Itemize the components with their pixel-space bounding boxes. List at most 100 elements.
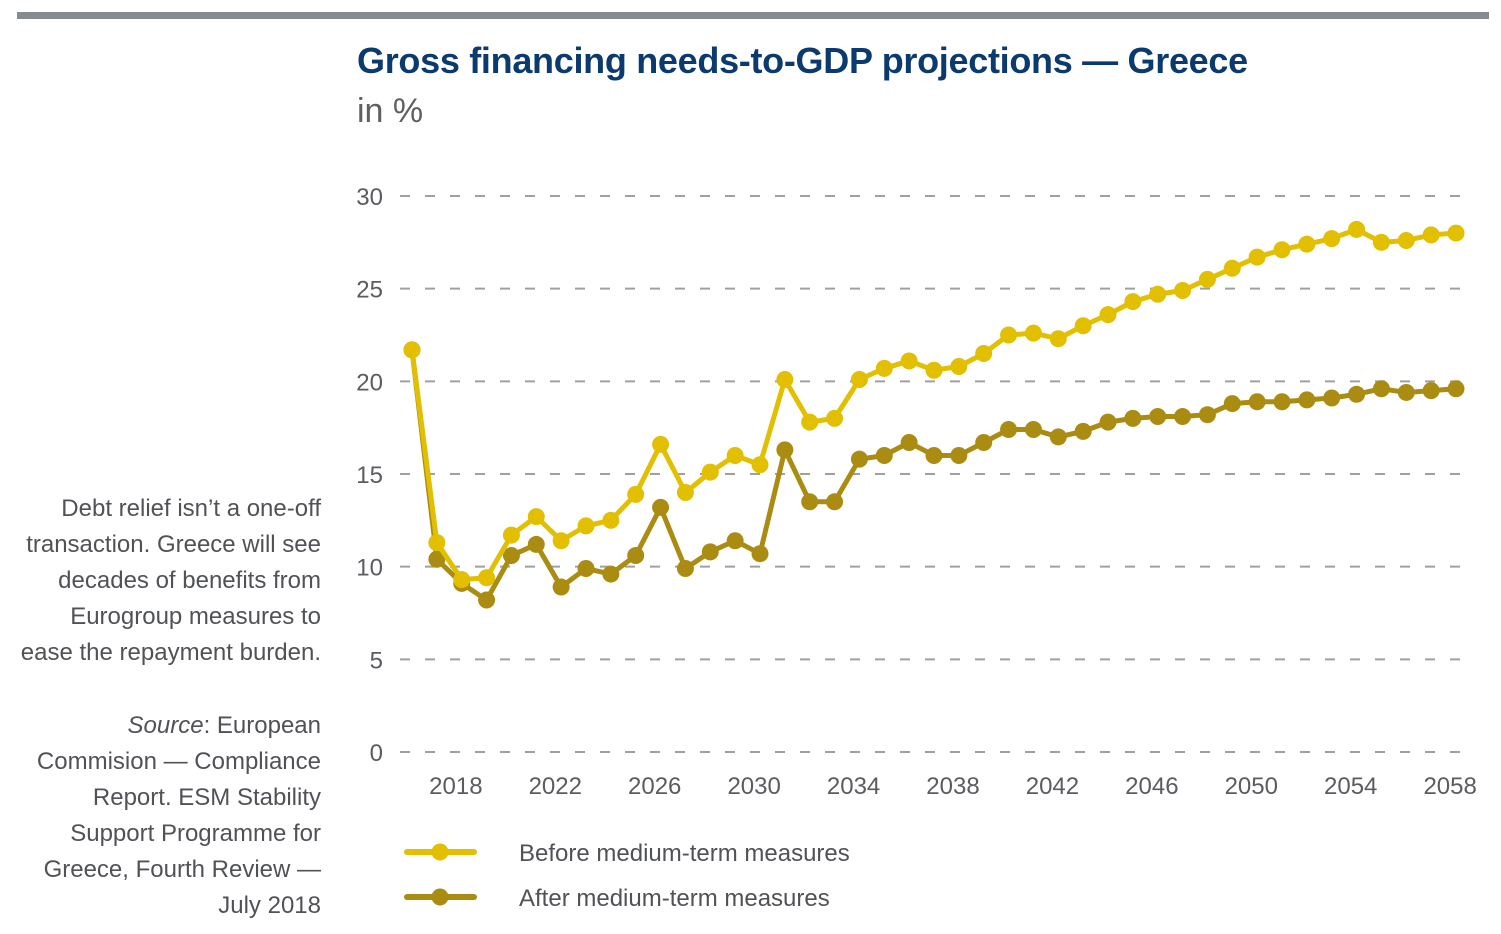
legend-item: After medium-term measures (404, 885, 830, 912)
data-point (925, 446, 943, 464)
source-label: Source (127, 712, 204, 739)
data-point (850, 370, 868, 388)
data-point (428, 534, 446, 552)
data-point (1049, 428, 1067, 446)
data-point (676, 560, 694, 578)
source-line: Commision — Compliance (36, 748, 321, 775)
data-point (1149, 408, 1167, 426)
x-tick-label: 2058 (1423, 773, 1476, 800)
data-point (950, 446, 968, 464)
x-tick-label: 2030 (727, 773, 780, 800)
data-point (975, 345, 993, 363)
data-point (1174, 408, 1192, 426)
source-line: Greece, Fourth Review — (43, 856, 321, 883)
data-point (1273, 393, 1291, 411)
data-point (1198, 406, 1216, 424)
data-point (975, 433, 993, 451)
x-tick-label: 2050 (1225, 773, 1278, 800)
data-point (627, 485, 645, 503)
data-point (1074, 317, 1092, 335)
data-point (1223, 395, 1241, 413)
description-line: Eurogroup measures to (70, 603, 321, 630)
data-point (1298, 235, 1316, 253)
data-point (1223, 259, 1241, 277)
data-point (602, 565, 620, 583)
data-point (1323, 230, 1341, 248)
x-tick-label: 2026 (628, 773, 681, 800)
source-line: July 2018 (218, 892, 321, 919)
description-line: decades of benefits from (58, 567, 321, 594)
data-point (478, 569, 496, 587)
data-point (950, 358, 968, 376)
x-tick-label: 2046 (1125, 773, 1178, 800)
data-point (577, 560, 595, 578)
data-point (1099, 306, 1117, 324)
data-point (726, 446, 744, 464)
legend-label: Before medium-term measures (519, 840, 850, 867)
description-line: transaction. Greece will see (26, 531, 321, 558)
data-point (1149, 285, 1167, 303)
x-tick-label: 2022 (529, 773, 582, 800)
data-point (1174, 282, 1192, 300)
x-tick-label: 2034 (827, 773, 880, 800)
data-point (1000, 421, 1018, 439)
x-axis-ticks: 2018 2022 2026 2030 2034 2038 2042 2046 2050 2054… (429, 773, 1477, 800)
data-point (1348, 220, 1366, 238)
data-point (1024, 324, 1042, 342)
data-point (1099, 413, 1117, 431)
x-tick-label: 2054 (1324, 773, 1377, 800)
description-text: Debt relief isn’t a one-off transaction.… (0, 491, 321, 671)
gridlines (400, 195, 1462, 753)
description-line: ease the repayment burden. (20, 639, 321, 666)
data-point (701, 543, 719, 561)
y-axis-ticks: 0 5 10 15 20 25 30 (356, 184, 383, 767)
data-point (1422, 382, 1440, 400)
data-point (1298, 391, 1316, 409)
data-point (1348, 385, 1366, 403)
x-tick-label: 2038 (926, 773, 979, 800)
data-point (1074, 422, 1092, 440)
legend-item: Before medium-term measures (404, 840, 850, 867)
data-point (1372, 233, 1390, 251)
data-point (900, 433, 918, 451)
data-point (801, 413, 819, 431)
data-point (1198, 270, 1216, 288)
data-point (1397, 383, 1415, 401)
data-point (1323, 389, 1341, 407)
data-point (627, 547, 645, 565)
data-point (1000, 326, 1018, 344)
chart-title: Gross financing needs-to-GDP projections… (357, 40, 1248, 81)
data-point (701, 463, 719, 481)
source-line: Report. ESM Stability (92, 784, 321, 811)
y-tick-label: 5 (370, 647, 383, 674)
data-point (1273, 241, 1291, 259)
data-point (676, 484, 694, 502)
data-point (577, 517, 595, 535)
data-point (826, 493, 844, 511)
data-point (602, 511, 620, 529)
data-point (527, 508, 545, 526)
data-point (900, 352, 918, 370)
y-tick-label: 20 (356, 369, 383, 396)
y-tick-label: 15 (356, 462, 383, 489)
data-point (875, 446, 893, 464)
data-point (875, 359, 893, 377)
data-point (1447, 380, 1465, 398)
series-lines (403, 220, 1465, 609)
data-point (453, 571, 471, 589)
legend-swatch-marker (431, 888, 449, 906)
data-point (1422, 226, 1440, 244)
top-divider-bar (17, 12, 1489, 19)
data-point (1124, 409, 1142, 427)
series-line (409, 226, 1459, 583)
data-point (776, 441, 794, 459)
data-point (850, 450, 868, 468)
series-before (403, 220, 1465, 589)
y-tick-label: 10 (356, 555, 383, 582)
data-point (403, 341, 421, 359)
source-line: Source: European (0, 708, 321, 744)
x-tick-label: 2042 (1026, 773, 1079, 800)
data-point (428, 550, 446, 568)
source-line: Support Programme for (70, 820, 321, 847)
data-point (1024, 421, 1042, 439)
